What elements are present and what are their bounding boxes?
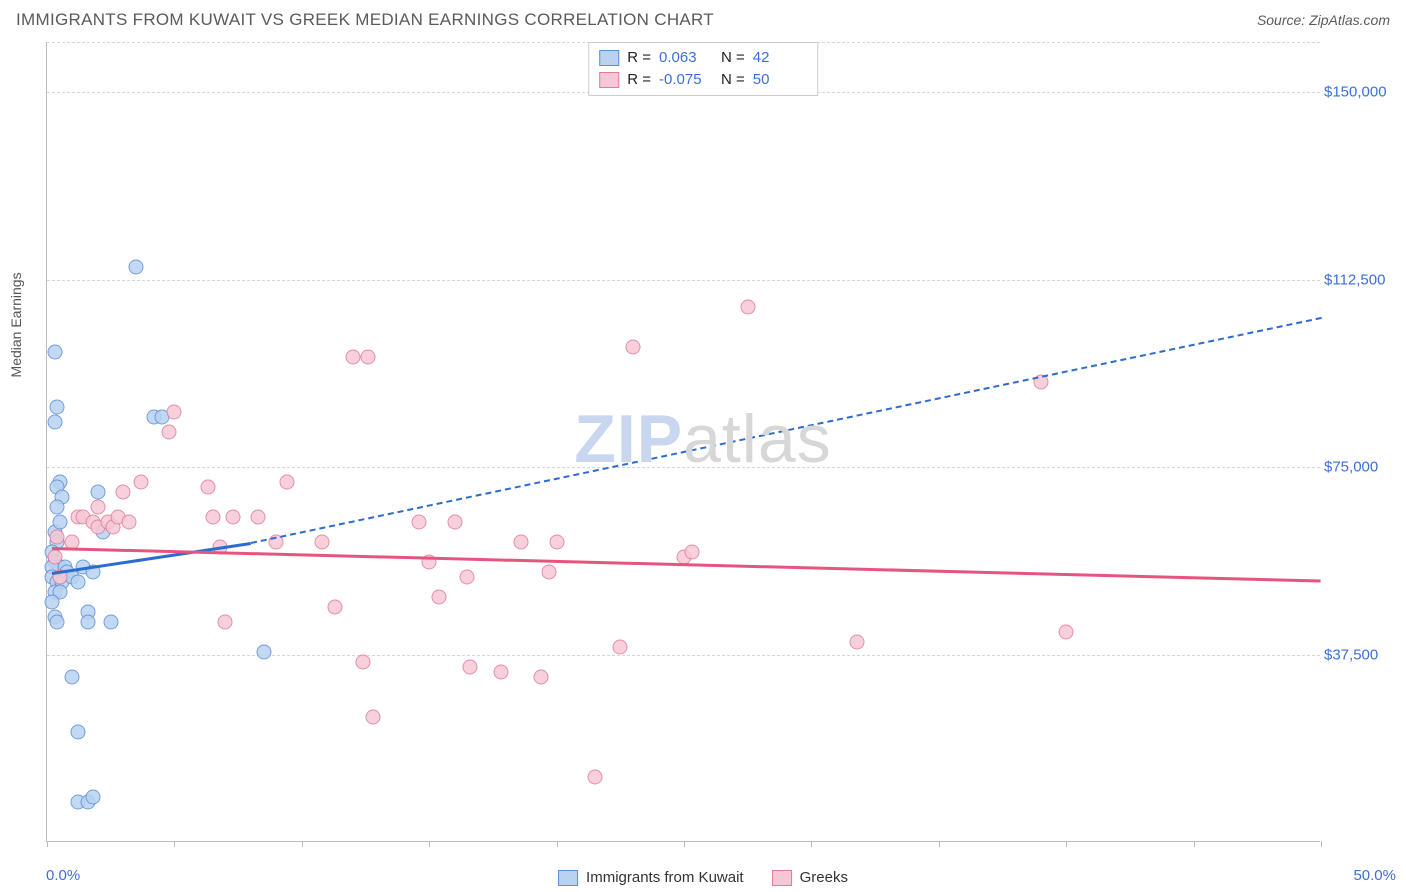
data-point — [103, 615, 118, 630]
data-point — [541, 565, 556, 580]
x-tick — [429, 841, 430, 847]
data-point — [162, 425, 177, 440]
data-point — [200, 480, 215, 495]
data-point — [134, 475, 149, 490]
stats-row: R = -0.075 N = 50 — [599, 69, 807, 91]
data-point — [205, 510, 220, 525]
y-tick-label: $75,000 — [1324, 459, 1402, 476]
data-point — [85, 790, 100, 805]
x-tick — [939, 841, 940, 847]
data-point — [493, 665, 508, 680]
data-point — [90, 485, 105, 500]
data-point — [47, 345, 62, 360]
data-point — [327, 600, 342, 615]
x-tick — [47, 841, 48, 847]
n-value: 42 — [753, 47, 807, 69]
x-tick — [1194, 841, 1195, 847]
data-point — [251, 510, 266, 525]
data-point — [65, 670, 80, 685]
stats-row: R = 0.063 N = 42 — [599, 47, 807, 69]
x-tick — [1321, 841, 1322, 847]
data-point — [45, 595, 60, 610]
n-label: N = — [721, 47, 745, 69]
data-point — [116, 485, 131, 500]
x-tick — [811, 841, 812, 847]
legend-swatch — [599, 50, 619, 66]
x-tick — [174, 841, 175, 847]
data-point — [226, 510, 241, 525]
data-point — [50, 615, 65, 630]
data-point — [534, 670, 549, 685]
n-value: 50 — [753, 69, 807, 91]
x-tick — [1066, 841, 1067, 847]
data-point — [167, 405, 182, 420]
data-point — [432, 590, 447, 605]
data-point — [460, 570, 475, 585]
y-tick-label: $112,500 — [1324, 271, 1402, 288]
x-tick — [684, 841, 685, 847]
data-point — [50, 530, 65, 545]
data-point — [626, 340, 641, 355]
legend-label: Greeks — [800, 869, 848, 886]
gridline — [47, 280, 1320, 281]
data-point — [345, 350, 360, 365]
legend-swatch — [772, 870, 792, 886]
data-point — [129, 260, 144, 275]
y-tick-label: $37,500 — [1324, 646, 1402, 663]
data-point — [462, 660, 477, 675]
data-point — [1059, 625, 1074, 640]
x-tick — [302, 841, 303, 847]
legend-swatch — [558, 870, 578, 886]
data-point — [218, 615, 233, 630]
legend-swatch — [599, 72, 619, 88]
data-point — [513, 535, 528, 550]
r-label: R = — [627, 69, 651, 91]
data-point — [684, 545, 699, 560]
data-point — [366, 710, 381, 725]
data-point — [70, 725, 85, 740]
legend-item: Greeks — [772, 869, 848, 886]
source-label: Source: ZipAtlas.com — [1257, 12, 1390, 28]
data-point — [121, 515, 136, 530]
y-axis-label: Median Earnings — [8, 272, 24, 377]
data-point — [47, 550, 62, 565]
trend-line-extrapolated — [251, 317, 1322, 544]
gridline — [47, 655, 1320, 656]
data-point — [613, 640, 628, 655]
data-point — [70, 575, 85, 590]
data-point — [256, 645, 271, 660]
n-label: N = — [721, 69, 745, 91]
data-point — [355, 655, 370, 670]
data-point — [90, 500, 105, 515]
data-point — [587, 770, 602, 785]
data-point — [549, 535, 564, 550]
data-point — [850, 635, 865, 650]
r-value: 0.063 — [659, 47, 713, 69]
data-point — [50, 500, 65, 515]
data-point — [315, 535, 330, 550]
page-title: IMMIGRANTS FROM KUWAIT VS GREEK MEDIAN E… — [16, 10, 714, 30]
x-axis-min-label: 0.0% — [46, 867, 80, 884]
r-value: -0.075 — [659, 69, 713, 91]
data-point — [47, 415, 62, 430]
gridline — [47, 467, 1320, 468]
data-point — [447, 515, 462, 530]
x-tick — [557, 841, 558, 847]
y-tick-label: $150,000 — [1324, 84, 1402, 101]
correlation-stats-box: R = 0.063 N = 42 R = -0.075 N = 50 — [588, 42, 818, 96]
legend-item: Immigrants from Kuwait — [558, 869, 744, 886]
data-point — [740, 300, 755, 315]
data-point — [412, 515, 427, 530]
legend: Immigrants from Kuwait Greeks — [558, 869, 848, 886]
data-point — [52, 515, 67, 530]
data-point — [80, 615, 95, 630]
data-point — [279, 475, 294, 490]
data-point — [50, 400, 65, 415]
r-label: R = — [627, 47, 651, 69]
legend-label: Immigrants from Kuwait — [586, 869, 744, 886]
scatter-chart: $37,500$75,000$112,500$150,000 — [46, 42, 1320, 842]
data-point — [361, 350, 376, 365]
x-axis-max-label: 50.0% — [1353, 867, 1396, 884]
